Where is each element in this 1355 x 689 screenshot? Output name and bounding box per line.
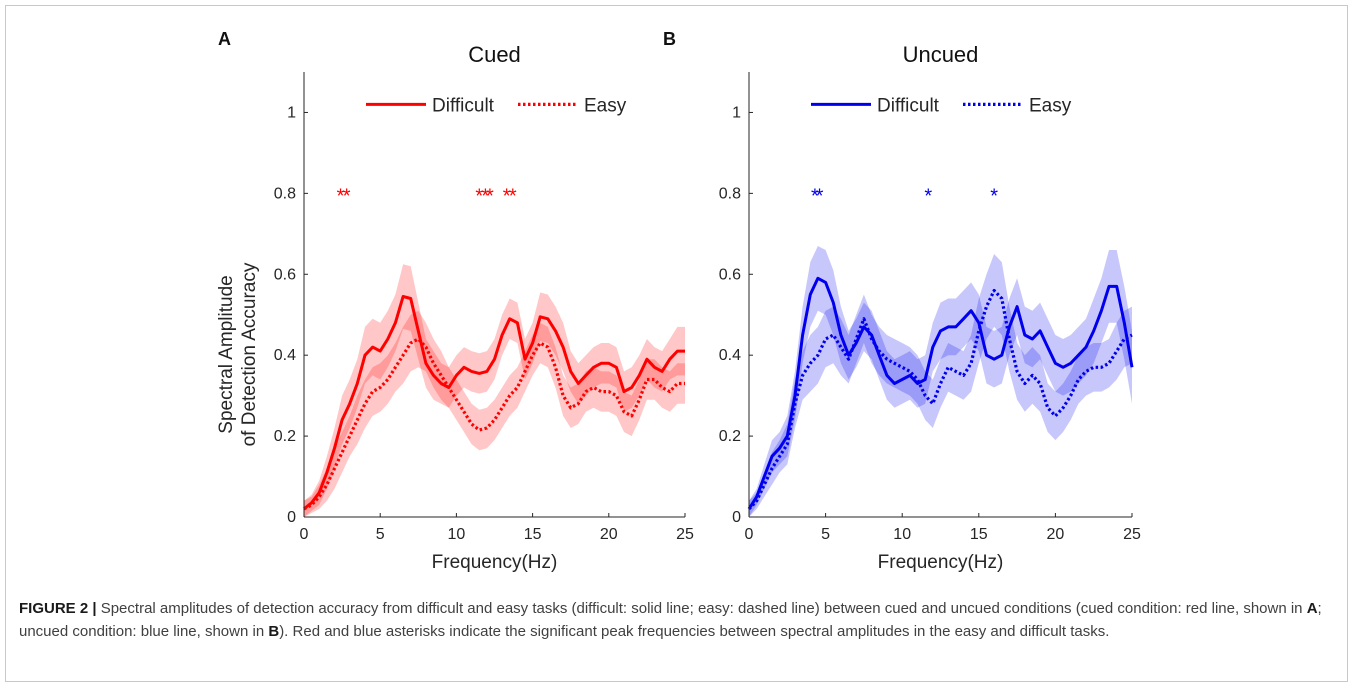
x-tick-label: 20: [1047, 526, 1065, 543]
figure-frame: [5, 5, 1348, 682]
significance-asterisk: *: [509, 185, 517, 207]
x-tick-label: 5: [376, 526, 385, 543]
panel-label: B: [663, 29, 676, 49]
caption-ref-a: A: [1306, 600, 1318, 617]
panel-title: Uncued: [903, 42, 979, 67]
legend-label: Easy: [1029, 95, 1072, 116]
y-tick-label: 0.6: [719, 266, 741, 283]
series-line-difficult: [303, 295, 685, 511]
band-easy: [304, 310, 685, 517]
x-tick-label: 0: [745, 526, 754, 543]
significance-asterisk: *: [343, 185, 351, 207]
band-easy: [749, 254, 1132, 517]
x-tick-label: 15: [970, 526, 988, 543]
y-tick-label: 1: [732, 104, 741, 121]
series-line-difficult: [747, 276, 1134, 510]
significance-asterisk: *: [486, 185, 494, 207]
significance-asterisk: *: [503, 185, 511, 207]
figure-canvas: ** *** **0 5 10 15 20 2500.20.40.60.81Frequency…: [216, 29, 1141, 573]
y-tick-label: 0.8: [719, 185, 741, 202]
x-tick-label: 10: [448, 526, 466, 543]
caption-label: FIGURE 2 |: [19, 600, 97, 617]
x-tick-label: 25: [676, 526, 694, 543]
x-axis-label: Frequency(Hz): [432, 552, 558, 573]
significance-asterisk: *: [337, 185, 345, 207]
legend-label: Difficult: [877, 95, 940, 116]
series-line-easy: [303, 337, 685, 511]
caption-text-2: ; uncued condition: blue line, shown in: [19, 600, 1322, 640]
significance-asterisk: *: [924, 185, 932, 207]
significance-asterisk: *: [475, 185, 483, 207]
y-tick-label: 0.4: [719, 347, 741, 364]
y-tick-label: 0.6: [274, 266, 296, 283]
x-tick-label: 15: [524, 526, 542, 543]
band-difficult: [749, 246, 1132, 517]
caption-ref-b: B: [268, 623, 280, 640]
band-difficult: [304, 264, 685, 517]
y-axis-label: of Detection Accuracy: [239, 262, 260, 446]
y-tick-label: 0.8: [274, 185, 296, 202]
panel-label: A: [218, 29, 231, 49]
y-tick-label: 0.2: [719, 428, 741, 445]
significance-asterisk: *: [816, 185, 824, 207]
x-tick-label: 10: [893, 526, 911, 543]
legend-label: Difficult: [432, 95, 495, 116]
x-tick-label: 20: [600, 526, 618, 543]
series-line-easy: [747, 288, 1133, 511]
y-tick-label: 0: [287, 509, 296, 526]
panel-b: ** * *0 5 10 15 20 2500.20.40.60.81Frequency(Hz…: [663, 29, 1141, 573]
panel-a: ** *** **0 5 10 15 20 2500.20.40.60.81Frequency…: [216, 29, 694, 573]
y-tick-label: 1: [287, 104, 296, 121]
significance-asterisk: *: [990, 185, 998, 207]
y-tick-label: 0.2: [274, 428, 296, 445]
x-tick-label: 0: [300, 526, 309, 543]
y-tick-label: 0.4: [274, 347, 296, 364]
legend-label: Easy: [584, 95, 627, 116]
x-axis-label: Frequency(Hz): [878, 552, 1004, 573]
x-tick-label: 25: [1123, 526, 1141, 543]
x-tick-label: 5: [821, 526, 830, 543]
y-axis-label: Spectral Amplitude: [216, 275, 237, 433]
figure-caption: FIGURE 2 | Spectral amplitudes of detect…: [19, 597, 1337, 643]
significance-asterisk: *: [811, 185, 819, 207]
caption-text-3: ). Red and blue asterisks indicate the s…: [279, 623, 1110, 640]
y-tick-label: 0: [732, 509, 741, 526]
significance-asterisk: *: [481, 185, 489, 207]
panel-title: Cued: [468, 42, 521, 67]
caption-text-1: Spectral amplitudes of detection accurac…: [96, 600, 1307, 617]
